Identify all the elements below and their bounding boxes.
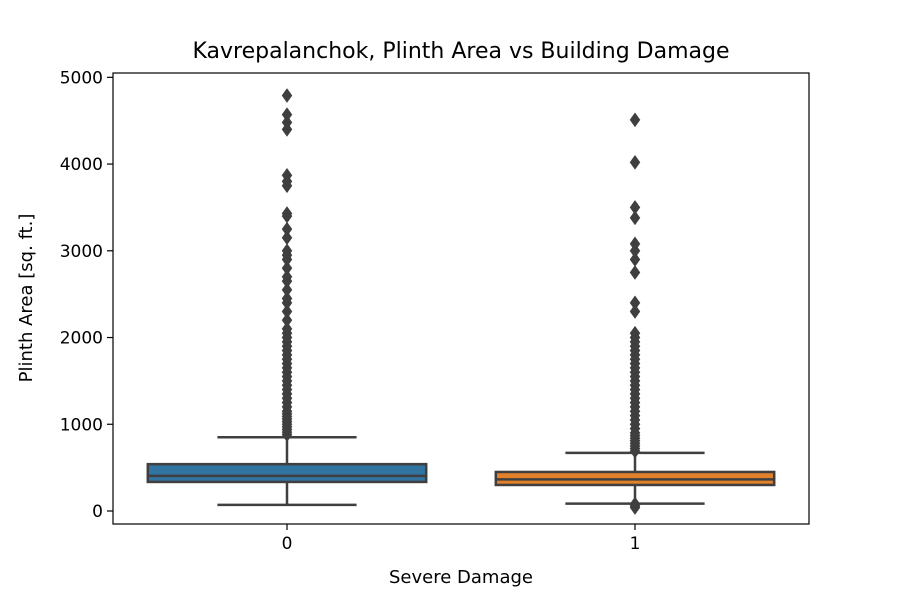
outlier-point: [629, 154, 641, 170]
outlier-point: [629, 325, 641, 341]
outlier-point: [281, 243, 293, 259]
outlier-point: [281, 206, 293, 221]
outlier-point: [629, 236, 641, 252]
y-tick-label: 2000: [60, 329, 103, 349]
outlier-point: [281, 282, 293, 298]
box-0: [146, 462, 428, 484]
outlier-point: [281, 312, 293, 328]
outlier-point: [629, 200, 641, 215]
y-tick-label: 0: [92, 502, 103, 522]
y-tick-label: 3000: [60, 242, 103, 262]
plot-area: [146, 88, 776, 515]
outlier-point: [629, 496, 641, 512]
outlier-point: [281, 88, 293, 103]
outlier-point: [281, 230, 293, 246]
y-tick-label: 1000: [60, 415, 103, 435]
outlier-point: [281, 167, 293, 183]
y-axis-title: Plinth Area [sq. ft.]: [16, 214, 37, 383]
outlier-point: [629, 304, 641, 319]
outlier-point: [629, 210, 641, 226]
outlier-point: [281, 107, 293, 123]
y-tick-label: 4000: [60, 155, 103, 175]
outlier-point: [281, 321, 293, 337]
outlier-point: [281, 291, 293, 306]
outlier-point: [629, 295, 641, 311]
outlier-point: [281, 304, 293, 319]
x-tick-label: 1: [630, 534, 641, 554]
outlier-point: [629, 252, 641, 267]
x-tick-label: 0: [282, 534, 293, 554]
axes-frame: [112, 72, 810, 525]
chart-title: Kavrepalanchok, Plinth Area vs Building …: [192, 39, 729, 64]
outlier-point: [629, 112, 641, 128]
outlier-point: [281, 269, 293, 285]
outlier-point: [629, 265, 641, 280]
x-axis-title: Severe Damage: [389, 567, 533, 588]
outlier-point: [281, 115, 293, 130]
y-tick-label: 5000: [60, 68, 103, 88]
outlier-point: [281, 260, 293, 276]
outlier-point: [281, 221, 293, 237]
